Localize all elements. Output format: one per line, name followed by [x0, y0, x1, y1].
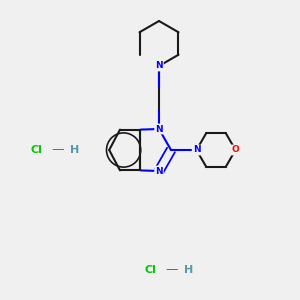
- Text: O: O: [232, 146, 239, 154]
- Text: N: N: [155, 61, 163, 70]
- Text: N: N: [193, 146, 200, 154]
- Text: N: N: [155, 167, 163, 176]
- Text: Cl: Cl: [30, 145, 42, 155]
- Text: N: N: [155, 124, 163, 134]
- Text: H: H: [70, 145, 80, 155]
- Text: Cl: Cl: [144, 265, 156, 275]
- Text: H: H: [184, 265, 194, 275]
- Text: —: —: [165, 263, 178, 277]
- Text: —: —: [51, 143, 64, 157]
